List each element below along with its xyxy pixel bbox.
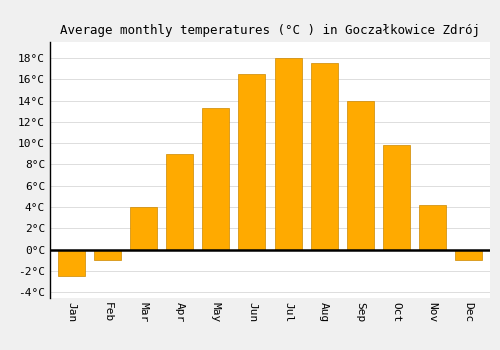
Bar (238, 74, 266, 250)
Bar (202, 108, 230, 250)
Bar (310, 63, 338, 250)
Bar (382, 145, 410, 250)
Bar (94, 250, 121, 260)
Bar (274, 58, 301, 250)
Bar (166, 154, 194, 250)
Title: Average monthly temperatures (°C ) in Goczałkowice Zdrój: Average monthly temperatures (°C ) in Go… (60, 24, 480, 37)
Bar (346, 100, 374, 250)
Bar (58, 250, 85, 276)
Bar (455, 250, 482, 260)
Bar (419, 205, 446, 250)
Bar (130, 207, 158, 250)
